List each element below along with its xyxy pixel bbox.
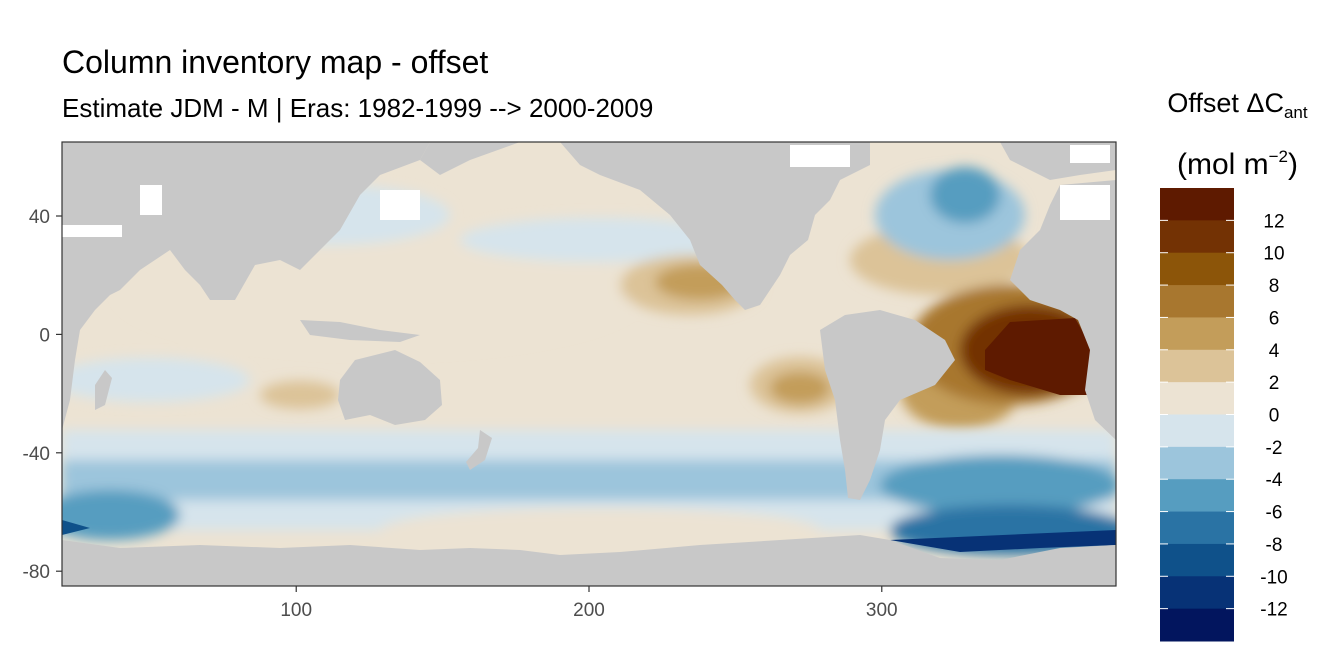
ocean-region-ross-pos — [380, 508, 820, 552]
ocean-region-west-antarctic-neg — [62, 490, 180, 540]
legend-color-bin — [1160, 511, 1234, 545]
legend-color-bin — [1160, 382, 1234, 415]
legend-unit-suffix: ) — [1288, 148, 1299, 181]
legend-color-bin — [1160, 349, 1234, 383]
x-tick-label: 300 — [866, 600, 898, 621]
legend-color-bin — [1160, 285, 1234, 318]
legend-break-label: 6 — [1269, 308, 1280, 329]
land-europe-africa-east — [1010, 180, 1116, 440]
ocean-region-north-pacific-band — [460, 218, 740, 262]
chart-title: Column inventory map - offset — [62, 44, 489, 80]
legend-break-label: -12 — [1260, 600, 1287, 621]
land-new-zealand — [466, 430, 492, 470]
x-tick-label: 100 — [280, 600, 312, 621]
ocean-region-west-edge-min — [62, 520, 90, 535]
legend-title-subscript: ant — [1283, 103, 1308, 122]
ocean-region-southeast-pacific-core — [770, 372, 830, 404]
legend-unit-exponent: −2 — [1268, 147, 1289, 166]
no-data-patch-hudson — [790, 145, 850, 167]
legend-colorbar: 12 10 8 6 4 2 0 -2 -4 -6 -8 -10 -12 — [1160, 188, 1288, 642]
legend-break-label: -4 — [1266, 470, 1283, 491]
southern-ocean-layer — [62, 430, 1116, 555]
legend-color-bin — [1160, 446, 1234, 480]
legend-color-bin — [1160, 543, 1234, 577]
no-data-patch-east-asia — [380, 190, 420, 220]
legend-title-main: Offset ΔC — [1167, 88, 1284, 118]
legend-break-label: -8 — [1266, 535, 1283, 556]
no-data-layer — [62, 145, 1110, 237]
legend-color-bin — [1160, 608, 1234, 642]
ocean-region-indian-pos — [260, 381, 340, 409]
y-axis: 40 0 -40 -80 — [23, 207, 62, 583]
no-data-patch-greenland-north — [1070, 145, 1110, 163]
legend-break-label: -2 — [1266, 438, 1283, 459]
legend-color-bin — [1160, 252, 1234, 286]
legend-color-bin — [1160, 220, 1234, 254]
land-south-america — [820, 310, 955, 500]
no-data-patch-europe-north — [1060, 185, 1110, 220]
legend-break-label: 8 — [1269, 276, 1280, 297]
map-panel — [62, 142, 1116, 586]
southern-ocean-sharp — [62, 318, 1116, 552]
y-tick-label: 40 — [29, 207, 50, 228]
no-data-patch-central-asia — [140, 185, 162, 215]
land-antarctica — [62, 535, 1116, 586]
no-data-patch-west — [62, 225, 122, 237]
legend-unit: (mol m−2) — [1150, 140, 1325, 182]
chart-subtitle: Estimate JDM - M | Eras: 1982-1999 --> 2… — [62, 93, 654, 123]
ocean-region-indian-band — [62, 358, 250, 402]
ocean-region-weddell-min — [890, 530, 1116, 552]
legend-color-bin — [1160, 414, 1234, 448]
legend-break-label: 12 — [1263, 211, 1284, 232]
land-north-america — [560, 142, 870, 310]
legend-break-label: -6 — [1266, 503, 1283, 524]
y-tick-label: -80 — [23, 562, 50, 583]
land-northeast-asia — [420, 142, 520, 175]
legend-title: Offset ΔCant (mol m−2) — [1150, 86, 1325, 182]
land-madagascar — [95, 370, 112, 410]
ocean-region-subpolar-atlantic-core — [930, 167, 1000, 223]
legend-color-bin — [1160, 479, 1234, 513]
x-axis: 100 200 300 — [280, 586, 898, 621]
legend-color-bin — [1160, 317, 1234, 351]
legend-break-label: 10 — [1263, 244, 1284, 265]
y-tick-label: 0 — [39, 325, 50, 346]
x-tick-label: 200 — [573, 600, 605, 621]
legend-unit-prefix: (mol m — [1176, 148, 1269, 181]
land-australia — [338, 350, 442, 425]
legend-break-label: 2 — [1269, 373, 1280, 394]
legend-break-label: 4 — [1269, 341, 1280, 362]
ocean-region-southern-atlantic-neg — [880, 455, 1116, 515]
legend-color-bin — [1160, 188, 1234, 221]
legend-break-label: 0 — [1269, 406, 1280, 427]
ocean-region-south-atlantic-max — [985, 318, 1090, 395]
legend-color-bin — [1160, 576, 1234, 610]
land-indonesia — [300, 320, 420, 342]
y-tick-label: -40 — [23, 444, 50, 465]
legend-break-label: -10 — [1260, 567, 1287, 588]
